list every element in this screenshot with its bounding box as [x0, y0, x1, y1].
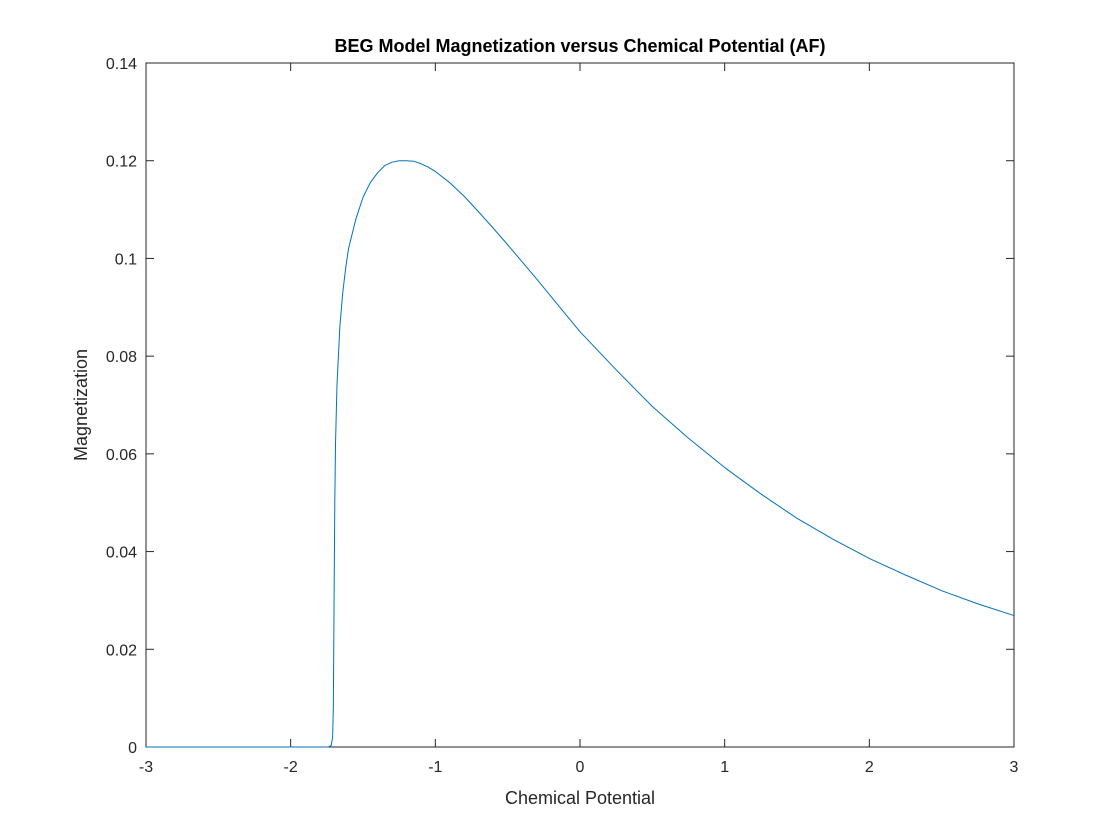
- x-tick-label: -3: [139, 759, 153, 776]
- series-layer: [146, 160, 1015, 748]
- y-tick-label: 0.14: [106, 56, 137, 73]
- x-tick-label: 3: [1010, 759, 1019, 776]
- x-tick-label: 2: [865, 759, 874, 776]
- plot-area: -3 -2 -1 0 1 2 3 0 0.02 0.04 0.06 0.08 0.1 0.12 0.14: [106, 56, 1019, 776]
- x-tick-label: 0: [576, 759, 585, 776]
- y-tick-label: 0: [128, 740, 137, 757]
- y-tick-label: 0.02: [106, 642, 137, 659]
- y-tick-label: 0.1: [115, 251, 137, 268]
- y-tick-label: 0.06: [106, 447, 137, 464]
- y-tick-label: 0.08: [106, 349, 137, 366]
- x-tick-label: -2: [284, 759, 298, 776]
- y-tick-label: 0.04: [106, 545, 137, 562]
- y-tick-label: 0.12: [106, 154, 137, 171]
- x-ticks: -3 -2 -1 0 1 2 3: [139, 63, 1019, 776]
- chart-title: BEG Model Magnetization versus Chemical …: [334, 36, 825, 56]
- series-line-0: [146, 160, 1015, 748]
- y-axis-label: Magnetization: [71, 349, 91, 461]
- axes-box: [145, 62, 1015, 748]
- x-axis-label: Chemical Potential: [505, 788, 655, 808]
- x-tick-label: -1: [428, 759, 442, 776]
- x-tick-label: 1: [720, 759, 729, 776]
- y-ticks: 0 0.02 0.04 0.06 0.08 0.1 0.12 0.14: [106, 56, 1014, 757]
